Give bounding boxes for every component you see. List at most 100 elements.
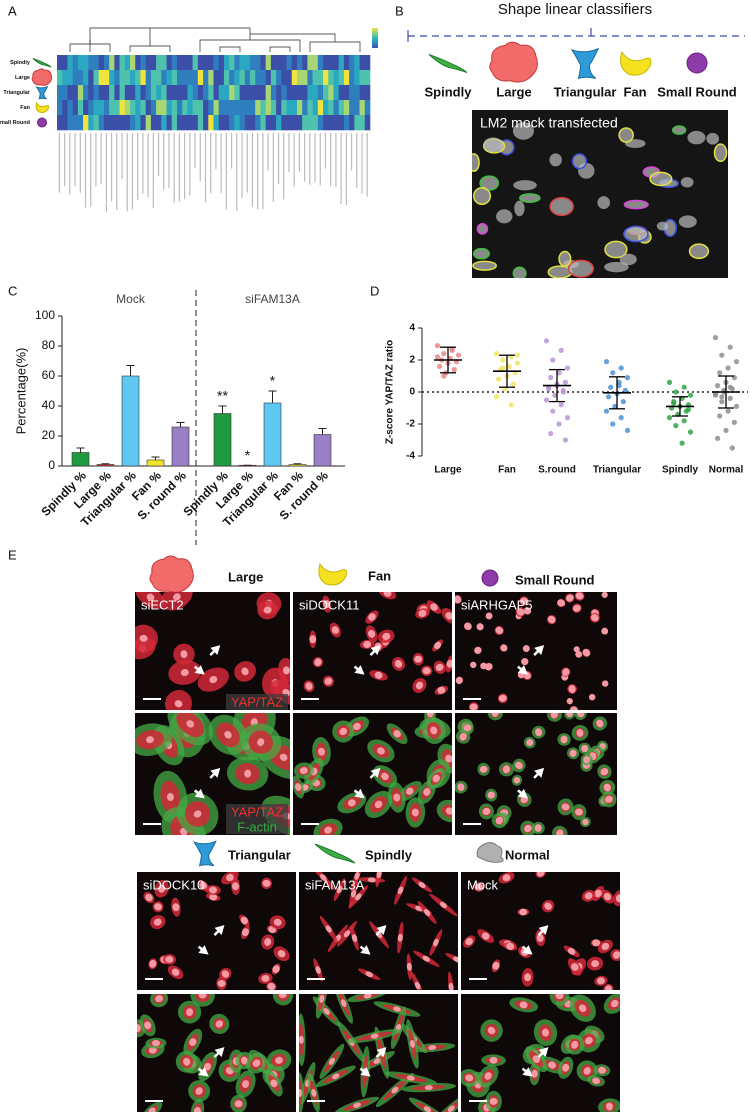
nucleus xyxy=(448,982,454,990)
nucleus xyxy=(299,1035,304,1044)
nucleus xyxy=(363,994,372,999)
data-point xyxy=(620,399,626,405)
nucleus xyxy=(355,893,362,901)
image-label: LM2 mock transfected xyxy=(480,115,618,131)
nucleus xyxy=(267,982,276,990)
nucleus xyxy=(209,676,218,684)
nucleus xyxy=(153,918,162,926)
heatmap-cell xyxy=(333,85,339,101)
heatmap-cell xyxy=(223,70,230,86)
y-tick-label: 20 xyxy=(42,428,56,442)
heatmap-cell xyxy=(250,115,256,131)
scale-bar xyxy=(469,978,487,980)
nucleus xyxy=(186,720,195,728)
heatmap-cell xyxy=(364,100,371,116)
heatmap-cell xyxy=(208,100,214,116)
condition-label: siDOCK10 xyxy=(143,877,204,892)
heatmap-cell xyxy=(208,115,214,131)
heatmap-cell xyxy=(98,115,105,131)
nucleus xyxy=(571,1040,579,1049)
heatmap-cell xyxy=(140,70,146,86)
heatmap-cell xyxy=(213,100,220,116)
nucleus xyxy=(381,772,389,781)
nucleus xyxy=(476,623,484,631)
nucleus xyxy=(548,1061,557,1069)
row-label: Spindly xyxy=(10,60,31,66)
heatmap-cell xyxy=(166,70,173,86)
data-point xyxy=(550,357,556,363)
heatmap-cell xyxy=(114,100,120,116)
heatmap-cell xyxy=(239,100,246,116)
data-point xyxy=(441,373,447,379)
heatmap-cell xyxy=(338,100,345,116)
heatmap-cell xyxy=(213,115,220,131)
heatmap-cell xyxy=(150,55,157,71)
nucleus xyxy=(391,1086,399,1094)
cell xyxy=(512,266,527,278)
nucleus xyxy=(612,951,620,959)
heatmap-cell xyxy=(145,70,152,86)
heatmap-cell xyxy=(307,100,313,116)
heatmap-cell xyxy=(312,55,319,71)
nucleus xyxy=(605,1102,613,1111)
nucleus xyxy=(195,1087,203,1095)
column-label-stub xyxy=(272,133,274,202)
nucleus xyxy=(495,816,504,825)
heatmap-cell xyxy=(72,85,79,101)
nucleus xyxy=(513,777,521,784)
x-tick-label: Large xyxy=(434,465,462,476)
cell xyxy=(476,223,489,235)
heatmap-cell xyxy=(270,115,277,131)
shape-icon xyxy=(686,52,708,74)
heatmap-cell xyxy=(109,115,115,131)
data-point xyxy=(514,352,521,358)
heatmap-cell xyxy=(333,115,339,131)
heatmap-cell xyxy=(72,115,79,131)
nucleus xyxy=(336,885,343,894)
bar xyxy=(288,464,307,467)
data-point xyxy=(725,365,731,371)
panel-label: D xyxy=(370,283,379,298)
heatmap-cell xyxy=(343,55,350,71)
micrograph-bg xyxy=(137,994,296,1112)
scale-bar xyxy=(143,823,161,825)
column-label-stub xyxy=(58,133,61,193)
heatmap-cell xyxy=(307,115,313,131)
x-tick-label: S.round xyxy=(538,465,576,476)
nucleus xyxy=(226,873,234,882)
nucleus xyxy=(445,807,452,815)
heatmap-cell xyxy=(302,85,308,101)
y-tick-label: 40 xyxy=(42,398,56,412)
heatmap-cell xyxy=(276,100,282,116)
nucleus xyxy=(492,961,500,970)
column-label-stub xyxy=(168,133,170,188)
data-point xyxy=(500,365,506,371)
row-label: Small Round xyxy=(0,120,30,126)
heatmap-cell xyxy=(161,115,167,131)
heatmap-cell xyxy=(119,85,126,101)
heatmap-cell xyxy=(354,100,360,116)
heatmap-cell xyxy=(307,85,313,101)
heatmap-cell xyxy=(323,85,329,101)
cell xyxy=(472,247,490,260)
arrow-head xyxy=(194,788,205,799)
nucleus xyxy=(264,938,272,946)
colorbar xyxy=(372,28,378,48)
nucleus xyxy=(183,1057,191,1066)
column-label-stub xyxy=(350,133,353,171)
nucleus xyxy=(273,918,282,926)
nucleus xyxy=(393,793,401,802)
nucleus xyxy=(242,1080,250,1089)
column-label-stub xyxy=(304,133,306,182)
nucleus xyxy=(199,881,207,890)
arrow-head xyxy=(210,645,221,655)
nucleus xyxy=(446,659,452,668)
nucleus xyxy=(590,614,599,622)
nucleus xyxy=(604,795,613,803)
nucleus xyxy=(172,903,180,912)
heatmap-cell xyxy=(270,55,277,71)
shape-icon xyxy=(318,562,347,586)
column-label-stub xyxy=(95,133,97,187)
nucleus xyxy=(576,728,584,737)
